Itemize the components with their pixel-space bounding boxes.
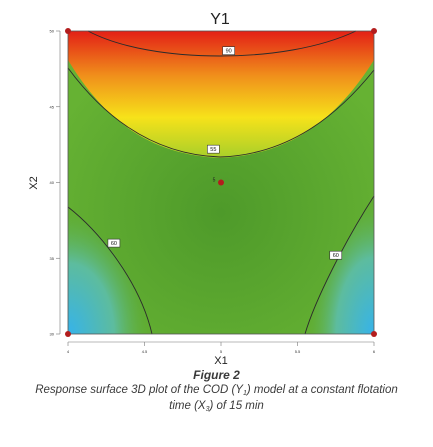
plot-frame	[67, 30, 375, 335]
contour-label-box-2	[107, 238, 121, 248]
y-axis-label: X2	[28, 176, 40, 189]
contour-label-0: 90	[226, 49, 232, 55]
axes: 4 4.5 5 5.5 6 30 35 40 45 50	[50, 29, 376, 355]
contour-label-3: 60	[333, 253, 339, 259]
figure-caption-line2: time (X3) of 15 min	[0, 400, 433, 413]
caption-line1-post: ) model at a constant flotation	[246, 384, 398, 396]
design-points: 5	[65, 28, 377, 337]
surface-fill	[68, 31, 374, 334]
design-point-3	[371, 331, 377, 337]
caption-line2-pre: time (X	[169, 400, 206, 412]
y-tick-label-3: 45	[50, 104, 55, 109]
high-region	[68, 31, 374, 158]
response-surface-chart: Y1 4 4.5 5 5.5 6 30 35 40 45 50 90 55 60 60 5 X1 X2	[28, 11, 377, 365]
chart-title: Y1	[210, 11, 230, 28]
x-tick-label-2: 5	[220, 349, 223, 354]
y-tick-label-1: 35	[50, 256, 55, 261]
contour-line-60-right	[304, 195, 375, 335]
contour-lines	[67, 30, 375, 335]
design-point-2	[65, 331, 71, 337]
contour-label-2: 60	[111, 241, 117, 247]
x-tick-label-1: 4.5	[142, 349, 148, 354]
caption-line2-post: ) of 15 min	[209, 400, 264, 412]
caption-line2-subscript: 3	[205, 406, 210, 413]
figure-caption-line1: Response surface 3D plot of the COD (Y1)…	[0, 384, 433, 397]
x-tick-label-4: 6	[373, 349, 376, 354]
caption-line1-pre: Response surface 3D plot of the COD (Y	[35, 384, 243, 396]
center-point-label: 5	[213, 178, 216, 184]
contour-line-55	[67, 67, 375, 158]
caption-line1-subscript: 1	[242, 390, 247, 397]
y-tick-label-0: 30	[50, 332, 55, 337]
contour-labels: 90 55 60 60	[107, 46, 343, 260]
figure-caption-title: Figure 2	[193, 368, 240, 382]
y-tick-label-2: 40	[50, 180, 55, 185]
design-point-4	[218, 179, 224, 186]
y-tick-label-4: 50	[50, 29, 55, 34]
contour-label-1: 55	[210, 147, 216, 153]
contour-label-box-3	[329, 250, 343, 260]
low-region-left	[68, 205, 152, 334]
contour-line-60-left	[67, 206, 153, 335]
x-tick-label-0: 4	[67, 349, 70, 354]
contour-label-box-0	[222, 46, 235, 55]
contour-line-90	[87, 30, 357, 57]
x-axis-label: X1	[214, 355, 227, 365]
contour-label-box-1	[207, 144, 220, 154]
low-region-right	[305, 195, 374, 334]
design-point-0	[65, 28, 71, 34]
design-point-1	[371, 28, 377, 34]
x-tick-label-3: 5.5	[295, 349, 301, 354]
